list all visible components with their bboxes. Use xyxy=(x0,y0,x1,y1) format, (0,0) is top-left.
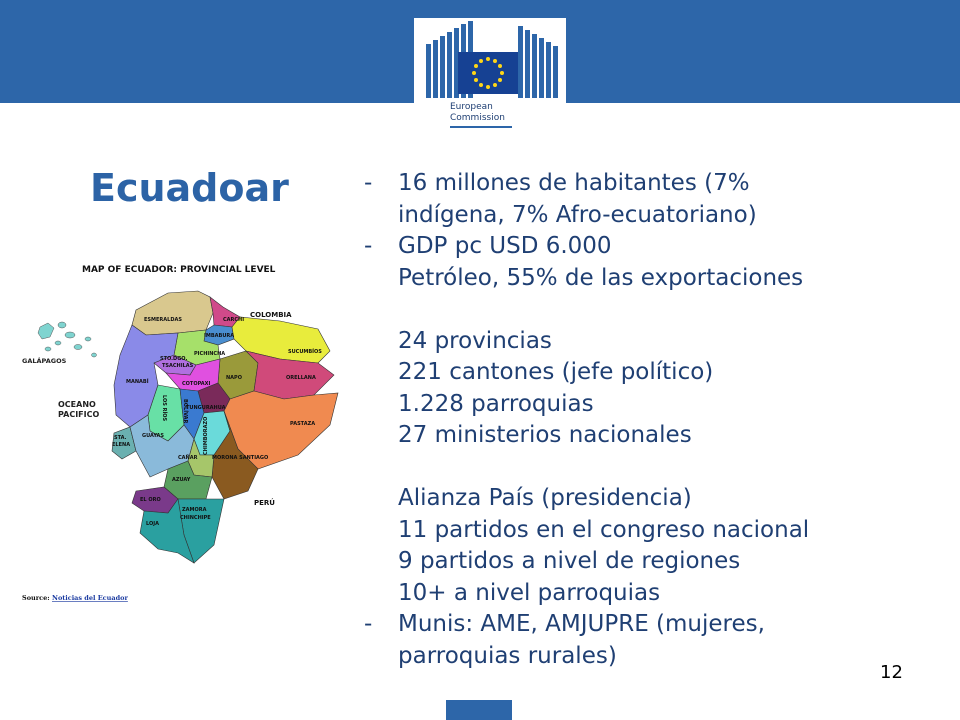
label-sta-line2: ELENA xyxy=(112,442,130,448)
bullet-line: 221 cantones (jefe político) xyxy=(398,359,714,385)
label-ocean-1: OCEANO xyxy=(58,400,96,409)
label-esmeraldas: ESMERALDAS xyxy=(144,317,182,323)
label-manabi: MANABÍ xyxy=(126,377,149,385)
european-commission-logo: European Commission xyxy=(414,18,566,134)
label-cotopaxi: COTOPAXI xyxy=(182,381,211,387)
bullet-line: 27 ministerios nacionales xyxy=(398,422,692,448)
bullet-line: Alianza País (presidencia) xyxy=(398,485,692,511)
bullet-line: GDP pc USD 6.000 xyxy=(398,233,612,259)
map-source-link[interactable]: Noticias del Ecuador xyxy=(52,594,128,602)
label-canar: CAÑAR xyxy=(178,454,198,461)
bullet-item: - Munis: AME, AMJUPRE (mujeres, parroqui… xyxy=(360,609,920,672)
label-azuay: AZUAY xyxy=(172,477,191,483)
page-number: 12 xyxy=(880,662,903,683)
label-imbabura: IMBABURA xyxy=(204,333,234,339)
province-esmeraldas xyxy=(131,290,214,336)
label-sto-line1: STO.DGO. xyxy=(160,356,187,362)
bullet-dash: - xyxy=(364,611,373,637)
label-sta-line1: STA. xyxy=(114,435,127,441)
label-morona-santiago: MORONA SANTIAGO xyxy=(212,455,268,461)
label-pichincha: PICHINCHA xyxy=(194,351,225,357)
map-source-label: Source: xyxy=(22,594,50,602)
footer-tab xyxy=(446,700,512,720)
label-chimborazo: CHIMBORAZO xyxy=(203,417,209,455)
logo-graphic: European Commission xyxy=(414,18,566,134)
bullet-line: 9 partidos a nivel de regiones xyxy=(398,548,741,574)
galapagos-islands xyxy=(37,321,97,358)
label-loja: LOJA xyxy=(146,521,159,527)
label-zamora-line1: ZAMORA xyxy=(182,507,207,513)
label-zamora-line2: CHINCHIPE xyxy=(180,515,211,521)
bullet-item: - GDP pc USD 6.000 Petróleo, 55% de las … xyxy=(360,231,920,609)
label-ocean-2: PACIFICO xyxy=(58,410,99,419)
bullet-line: Munis: AME, AMJUPRE (mujeres, xyxy=(398,611,765,637)
bullet-item: - 16 millones de habitantes (7% indígena… xyxy=(360,168,920,231)
label-guayas: GUAYAS xyxy=(142,433,164,439)
bullet-dash: - xyxy=(364,170,373,196)
bullet-line: 10+ a nivel parroquias xyxy=(398,579,661,606)
bullet-line: Petróleo, 55% de las exportaciones xyxy=(398,264,804,291)
label-orellana: ORELLANA xyxy=(286,375,316,381)
bullet-line: 16 millones de habitantes (7% xyxy=(398,170,750,196)
map-graphic: MAP OF ECUADOR: PROVINCIAL LEVEL GALÁPAG… xyxy=(22,265,339,602)
map-title: MAP OF ECUADOR: PROVINCIAL LEVEL xyxy=(82,265,276,275)
label-peru: PERÚ xyxy=(254,498,275,507)
province-santa-elena xyxy=(111,426,137,460)
label-bolivar: BOLÍVAR xyxy=(182,399,190,424)
label-galapagos: GALÁPAGOS xyxy=(22,356,67,365)
bullet-line: 24 provincias xyxy=(398,327,552,354)
bullet-spacer xyxy=(398,294,920,326)
label-sucumbios: SUCUMBÍOS xyxy=(288,347,322,355)
label-el-oro: EL ORO xyxy=(140,497,161,503)
bullet-spacer xyxy=(398,452,920,484)
label-tungurahua: TUNGURAHUA xyxy=(186,405,226,411)
page-title: Ecuadoar xyxy=(90,166,289,210)
bullet-line: parroquias rurales) xyxy=(398,642,617,669)
bullet-line: 11 partidos en el congreso nacional xyxy=(398,516,810,543)
label-colombia: COLOMBIA xyxy=(250,311,292,319)
bullet-dash: - xyxy=(364,233,373,259)
label-carchi: CARCHI xyxy=(223,317,244,323)
logo-text-line2: Commission xyxy=(450,113,505,123)
province-loja xyxy=(139,498,195,564)
province-sucumbios xyxy=(231,316,331,364)
label-los-rios: LOS RÍOS xyxy=(161,395,169,422)
bullet-line: indígena, 7% Afro-ecuatoriano) xyxy=(398,201,757,228)
logo-text-line1: European xyxy=(450,102,493,112)
bullet-list: - 16 millones de habitantes (7% indígena… xyxy=(360,168,920,672)
bullet-line: 1.228 parroquias xyxy=(398,390,594,417)
label-sto-line2: TSACHILAS xyxy=(162,363,194,369)
label-napo: NAPO xyxy=(226,375,242,381)
label-pastaza: PASTAZA xyxy=(290,421,315,427)
ecuador-map: MAP OF ECUADOR: PROVINCIAL LEVEL GALÁPAG… xyxy=(18,255,356,615)
